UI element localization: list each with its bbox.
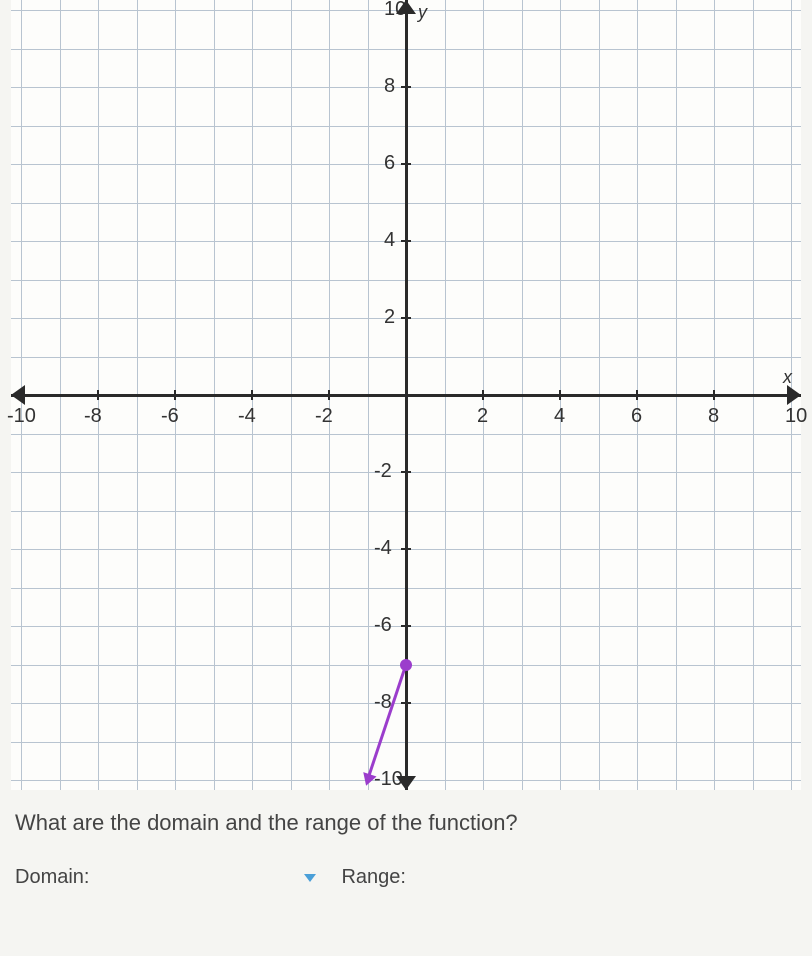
y-tick-label: 6 <box>384 152 395 175</box>
y-tick-label: 2 <box>384 306 395 329</box>
axis-arrow-icon <box>396 776 416 790</box>
y-tick-label: -4 <box>374 537 392 560</box>
x-tick-label: -4 <box>238 405 256 428</box>
y-axis <box>405 0 408 790</box>
x-tick-label: -10 <box>7 405 36 428</box>
y-tick <box>401 86 411 88</box>
axis-arrow-icon <box>11 385 25 405</box>
domain-label: Domain: <box>15 866 89 889</box>
x-tick-label: 10 <box>785 405 807 428</box>
x-tick <box>636 390 638 400</box>
y-tick <box>401 471 411 473</box>
y-tick-label: -6 <box>374 614 392 637</box>
x-tick <box>174 390 176 400</box>
x-tick <box>97 390 99 400</box>
x-tick-label: -8 <box>84 405 102 428</box>
y-tick-label: 8 <box>384 75 395 98</box>
x-tick <box>559 390 561 400</box>
axis-arrow-icon <box>396 0 416 14</box>
y-tick <box>401 625 411 627</box>
answer-row: Domain: Range: <box>0 846 812 909</box>
y-tick-label: -2 <box>374 460 392 483</box>
y-tick <box>401 163 411 165</box>
x-tick <box>251 390 253 400</box>
x-tick <box>482 390 484 400</box>
y-tick <box>401 317 411 319</box>
x-tick-label: 4 <box>554 405 565 428</box>
function-line <box>366 664 407 780</box>
coordinate-plane: -10-8-6-4-2246810-10-8-6-4-2246810xy <box>11 0 801 790</box>
range-label: Range: <box>341 866 406 889</box>
x-axis-title: x <box>783 367 792 388</box>
question-text: What are the domain and the range of the… <box>0 790 812 846</box>
x-tick-label: -6 <box>161 405 179 428</box>
x-tick <box>713 390 715 400</box>
domain-dropdown[interactable] <box>304 874 316 882</box>
y-axis-title: y <box>418 2 427 23</box>
y-tick <box>401 548 411 550</box>
x-tick-label: -2 <box>315 405 333 428</box>
y-tick <box>401 702 411 704</box>
x-tick <box>328 390 330 400</box>
x-tick-label: 6 <box>631 405 642 428</box>
function-endpoint-closed <box>400 659 412 671</box>
y-tick <box>401 240 411 242</box>
x-tick-label: 2 <box>477 405 488 428</box>
y-tick-label: 4 <box>384 229 395 252</box>
x-tick-label: 8 <box>708 405 719 428</box>
axis-arrow-icon <box>787 385 801 405</box>
